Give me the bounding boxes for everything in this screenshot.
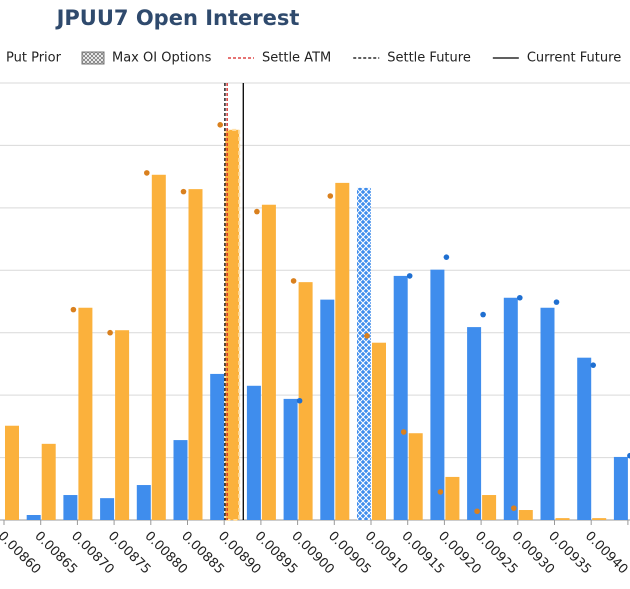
prior-dot [327,193,334,199]
prior-dot [296,397,303,404]
legend-label: Max OI Options [112,51,212,66]
bar [335,182,350,520]
bar [555,518,570,520]
bar [188,189,203,520]
bar [467,327,482,520]
bar [115,330,130,520]
prior-dot [254,208,260,215]
legend-label: Put Prior [6,51,62,66]
bar [482,495,497,520]
prior-dot [70,306,77,313]
bar [320,299,335,520]
max-bar [224,128,241,521]
prior-dot [474,508,480,515]
bar [261,204,276,520]
max-bar [357,187,371,520]
legend-label: Settle ATM [262,51,331,66]
bar [577,357,592,520]
prior-dot [511,505,517,511]
prior-dot [364,333,370,339]
bar [246,385,261,520]
bar [41,443,56,520]
prior-dot [406,273,413,279]
chart-title: JPUU7 Open Interest [55,6,300,30]
bar [408,433,423,520]
bar [5,425,19,520]
bar [100,498,115,520]
bar [393,275,408,520]
bar [26,515,41,520]
prior-dot [517,294,523,301]
prior-dot [107,329,113,336]
prior-dot [144,170,150,176]
bar [503,297,518,520]
bar [173,440,188,520]
prior-dot [217,122,223,128]
bar [298,282,313,520]
legend-label: Settle Future [387,51,471,66]
legend-swatch [81,51,105,65]
prior-dot [437,489,444,495]
prior-dot [553,299,560,305]
bar [78,307,93,520]
legend-label: Current Future [527,51,621,66]
bar [592,518,607,520]
bar [283,398,298,520]
bar [540,307,555,520]
prior-dot [400,429,407,435]
bar [518,510,533,520]
bar [210,373,225,520]
bar [613,456,628,520]
bar [430,269,445,520]
bar [372,342,386,520]
prior-dot [590,362,596,368]
prior-dot [480,311,486,318]
bar [151,174,166,520]
bar [136,485,151,520]
prior-dot [180,188,187,195]
prior-dot [290,278,297,284]
bar [445,476,460,520]
prior-dot [443,254,450,260]
prior-dot [627,452,630,459]
bar [63,495,78,520]
